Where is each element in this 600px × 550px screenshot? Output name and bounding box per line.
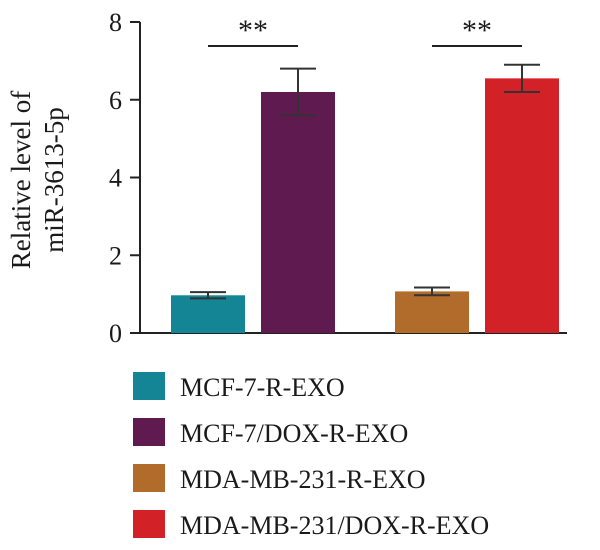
legend: MCF-7-R-EXO MCF-7/DOX-R-EXO MDA-MB-231-R-E… (133, 372, 489, 540)
legend-swatch (133, 372, 165, 400)
legend-label: MDA-MB-231-R-EXO (180, 465, 426, 494)
bars (171, 63, 559, 334)
bar (485, 78, 559, 334)
significance-label: ** (238, 14, 268, 47)
y-axis-label: Relative level of miR-3613-5p (6, 91, 69, 269)
bar (171, 295, 245, 333)
y-tick-label: 2 (109, 241, 122, 270)
y-tick-label: 6 (109, 86, 122, 115)
bar (261, 91, 335, 333)
y-tick-label: 0 (109, 319, 122, 348)
axes: 0 2 4 6 8 Relative level of miR-3613-5p (6, 8, 567, 348)
y-tick-label: 8 (109, 8, 122, 37)
legend-swatch (133, 464, 165, 492)
legend-label: MCF-7-R-EXO (180, 373, 345, 402)
legend-label: MCF-7/DOX-R-EXO (180, 419, 408, 448)
bar (395, 291, 469, 333)
y-axis-label-line: miR-3613-5p (39, 107, 69, 253)
significance-markers: ** ** (208, 14, 522, 47)
legend-swatch (133, 510, 165, 538)
legend-swatch (133, 418, 165, 446)
significance-label: ** (462, 14, 492, 47)
y-tick-label: 4 (109, 164, 122, 193)
y-axis-label-line: Relative level of (6, 91, 36, 269)
legend-label: MDA-MB-231/DOX-R-EXO (180, 511, 489, 540)
